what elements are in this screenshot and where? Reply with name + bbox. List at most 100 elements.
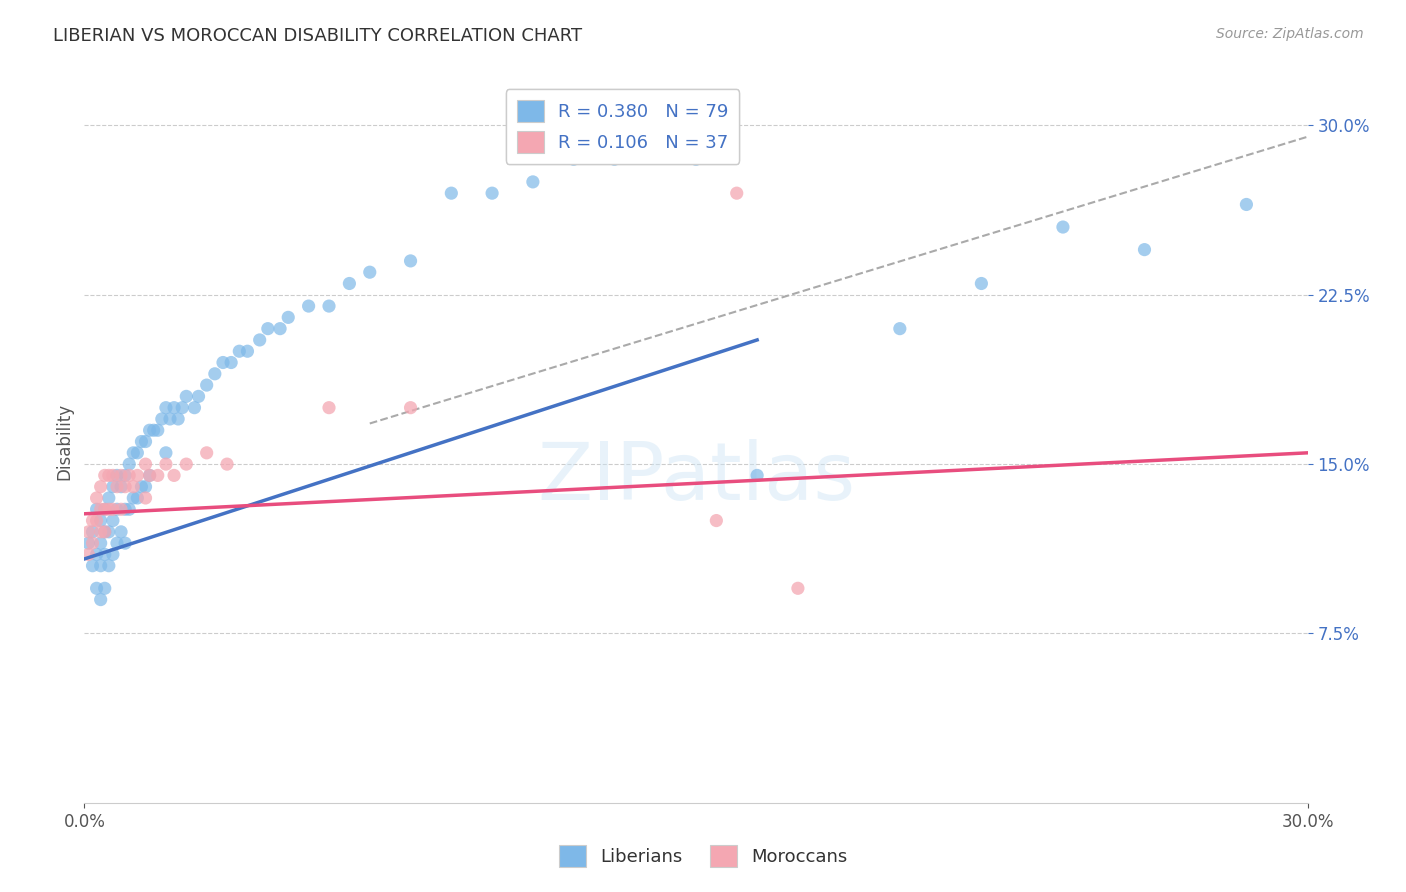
Point xyxy=(97,558,120,573)
Text: ZIPatlas: ZIPatlas xyxy=(537,439,855,516)
Point xyxy=(118,502,141,516)
Point xyxy=(269,321,291,335)
Point xyxy=(110,468,132,483)
Point xyxy=(105,480,128,494)
Point xyxy=(318,299,340,313)
Point xyxy=(685,153,707,167)
Point xyxy=(77,548,100,562)
Point xyxy=(90,502,112,516)
Point xyxy=(187,389,209,403)
Point xyxy=(93,524,115,539)
Point xyxy=(97,502,120,516)
Point xyxy=(122,491,145,505)
Point xyxy=(747,468,769,483)
Point xyxy=(86,502,108,516)
Point xyxy=(440,186,463,201)
Point xyxy=(138,423,160,437)
Point xyxy=(86,548,108,562)
Point xyxy=(970,277,993,291)
Point xyxy=(163,468,186,483)
Point xyxy=(97,468,120,483)
Point xyxy=(603,153,626,167)
Point xyxy=(114,480,136,494)
Point xyxy=(86,582,108,596)
Point xyxy=(105,468,128,483)
Point xyxy=(114,468,136,483)
Point xyxy=(110,524,132,539)
Point xyxy=(93,524,115,539)
Point xyxy=(249,333,271,347)
Point xyxy=(146,423,169,437)
Point xyxy=(155,401,177,415)
Point xyxy=(127,446,149,460)
Point xyxy=(127,468,149,483)
Y-axis label: Disability: Disability xyxy=(55,403,73,480)
Point xyxy=(93,548,115,562)
Point xyxy=(101,548,124,562)
Point xyxy=(318,401,340,415)
Point xyxy=(110,480,132,494)
Point xyxy=(135,457,157,471)
Point xyxy=(93,502,115,516)
Point xyxy=(219,355,242,369)
Point xyxy=(97,524,120,539)
Point xyxy=(339,277,361,291)
Point xyxy=(101,514,124,528)
Point xyxy=(142,423,165,437)
Point xyxy=(77,536,100,550)
Point xyxy=(90,480,112,494)
Point xyxy=(114,502,136,516)
Point xyxy=(155,457,177,471)
Point xyxy=(146,468,169,483)
Point xyxy=(228,344,250,359)
Point xyxy=(298,299,321,313)
Point xyxy=(725,186,748,201)
Point xyxy=(101,480,124,494)
Point xyxy=(159,412,181,426)
Point xyxy=(93,582,115,596)
Point xyxy=(481,186,503,201)
Point xyxy=(212,355,235,369)
Point xyxy=(118,457,141,471)
Point xyxy=(257,321,280,335)
Text: Source: ZipAtlas.com: Source: ZipAtlas.com xyxy=(1216,27,1364,41)
Point xyxy=(277,310,299,325)
Point xyxy=(122,480,145,494)
Point xyxy=(93,468,115,483)
Point xyxy=(195,378,218,392)
Point xyxy=(174,457,197,471)
Point xyxy=(90,536,112,550)
Point xyxy=(1133,243,1156,257)
Point xyxy=(135,434,157,449)
Point xyxy=(174,389,197,403)
Point xyxy=(122,446,145,460)
Point xyxy=(90,524,112,539)
Point xyxy=(90,514,112,528)
Point xyxy=(127,491,149,505)
Point xyxy=(131,480,153,494)
Point xyxy=(138,468,160,483)
Point xyxy=(163,401,186,415)
Point xyxy=(562,153,585,167)
Point xyxy=(399,253,422,268)
Point xyxy=(399,401,422,415)
Point xyxy=(204,367,226,381)
Point xyxy=(217,457,239,471)
Point xyxy=(889,321,911,335)
Point xyxy=(114,536,136,550)
Point xyxy=(118,468,141,483)
Point xyxy=(101,468,124,483)
Point xyxy=(195,446,218,460)
Legend: Liberians, Moroccans: Liberians, Moroccans xyxy=(551,838,855,874)
Point xyxy=(706,514,728,528)
Point xyxy=(167,412,190,426)
Point xyxy=(86,491,108,505)
Point xyxy=(90,592,112,607)
Text: LIBERIAN VS MOROCCAN DISABILITY CORRELATION CHART: LIBERIAN VS MOROCCAN DISABILITY CORRELAT… xyxy=(53,27,582,45)
Point xyxy=(86,514,108,528)
Point xyxy=(236,344,259,359)
Legend: R = 0.380   N = 79, R = 0.106   N = 37: R = 0.380 N = 79, R = 0.106 N = 37 xyxy=(506,89,740,164)
Point xyxy=(135,480,157,494)
Point xyxy=(522,175,544,189)
Point xyxy=(150,412,173,426)
